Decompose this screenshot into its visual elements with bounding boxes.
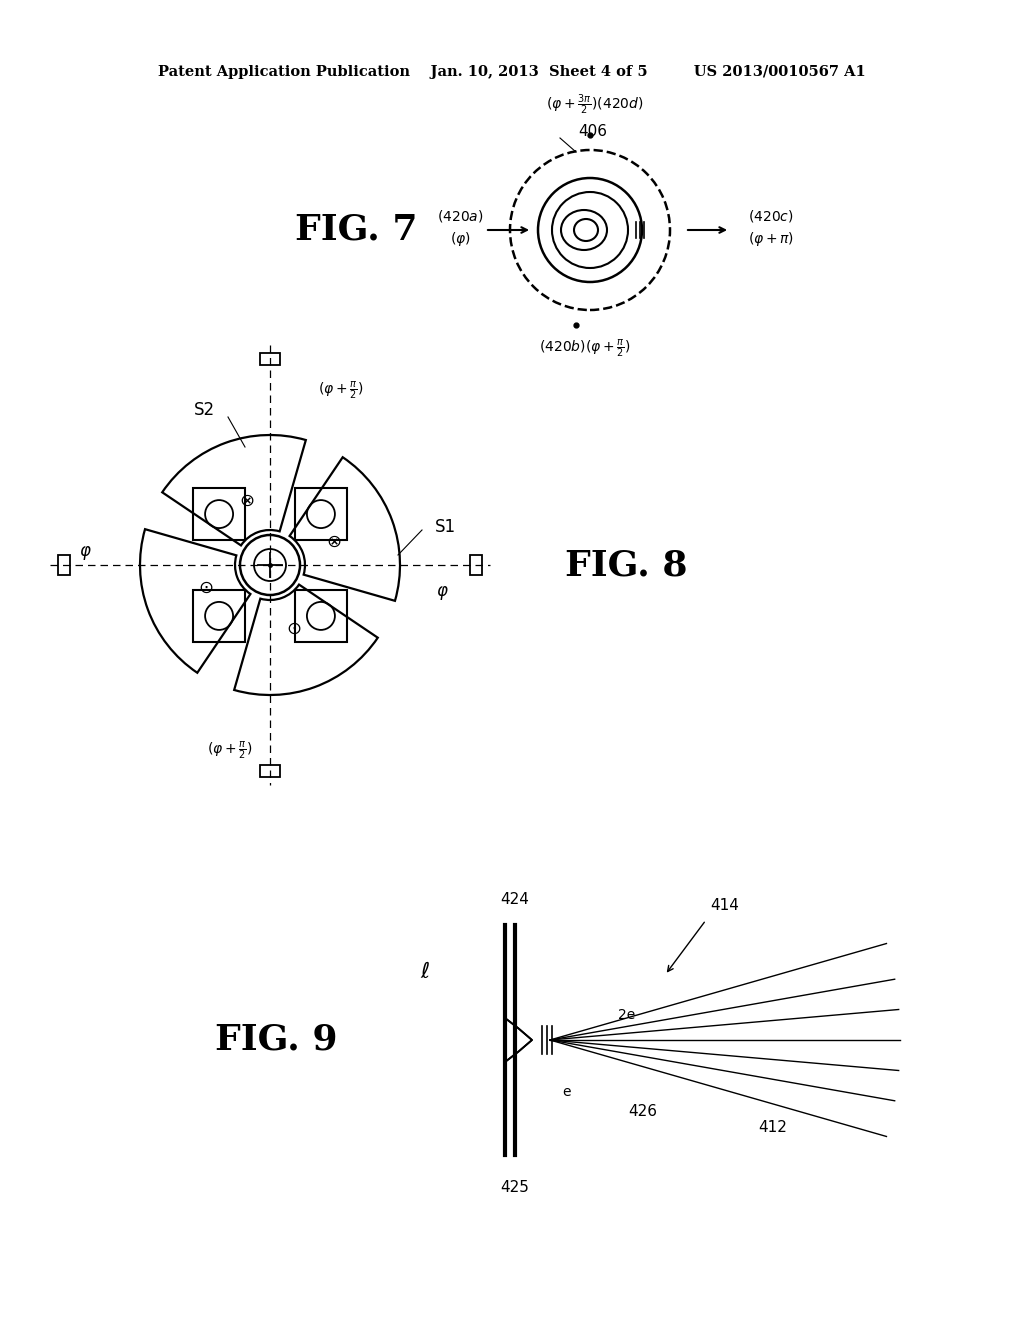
Text: S2: S2 xyxy=(194,401,215,418)
Text: 2e: 2e xyxy=(618,1008,635,1022)
Bar xyxy=(295,488,347,540)
Text: 412: 412 xyxy=(758,1121,786,1135)
Text: FIG. 7: FIG. 7 xyxy=(295,213,418,247)
Bar xyxy=(58,554,70,576)
Bar xyxy=(295,590,347,642)
Bar xyxy=(194,488,245,540)
Text: 425: 425 xyxy=(501,1180,529,1196)
Text: e: e xyxy=(562,1085,570,1100)
Text: $(\varphi+\frac{\pi}{2})$: $(\varphi+\frac{\pi}{2})$ xyxy=(207,739,253,760)
Text: Patent Application Publication    Jan. 10, 2013  Sheet 4 of 5         US 2013/00: Patent Application Publication Jan. 10, … xyxy=(158,65,866,79)
Text: 424: 424 xyxy=(501,892,529,908)
Text: S1: S1 xyxy=(435,517,456,536)
Text: $\otimes$: $\otimes$ xyxy=(239,492,254,510)
Text: $\varphi$: $\varphi$ xyxy=(435,583,449,602)
Text: $\odot$: $\odot$ xyxy=(199,579,214,597)
Text: $\otimes$: $\otimes$ xyxy=(327,533,342,550)
Text: $(420a)$: $(420a)$ xyxy=(436,209,483,224)
Text: $(420c)$: $(420c)$ xyxy=(748,209,794,224)
Text: $(\varphi+\pi)$: $(\varphi+\pi)$ xyxy=(748,230,795,248)
Text: 426: 426 xyxy=(628,1105,657,1119)
Bar xyxy=(260,766,280,777)
Text: $\ell$: $\ell$ xyxy=(420,962,430,982)
Bar xyxy=(194,590,245,642)
Text: $\varphi$: $\varphi$ xyxy=(79,544,91,562)
Text: 414: 414 xyxy=(710,898,739,912)
Text: FIG. 9: FIG. 9 xyxy=(215,1023,338,1057)
Text: FIG. 8: FIG. 8 xyxy=(565,548,687,582)
Text: $(\varphi)$: $(\varphi)$ xyxy=(450,230,470,248)
Text: $(\varphi+\frac{\pi}{2})$: $(\varphi+\frac{\pi}{2})$ xyxy=(318,379,364,401)
Bar xyxy=(470,554,482,576)
Bar xyxy=(260,352,280,366)
Text: $(\varphi+\frac{3\pi}{2})(420d)$: $(\varphi+\frac{3\pi}{2})(420d)$ xyxy=(546,92,644,117)
Text: $(420b)(\varphi+\frac{\pi}{2})$: $(420b)(\varphi+\frac{\pi}{2})$ xyxy=(539,337,631,359)
Text: $\odot$: $\odot$ xyxy=(286,620,301,638)
Text: 406: 406 xyxy=(578,124,607,140)
